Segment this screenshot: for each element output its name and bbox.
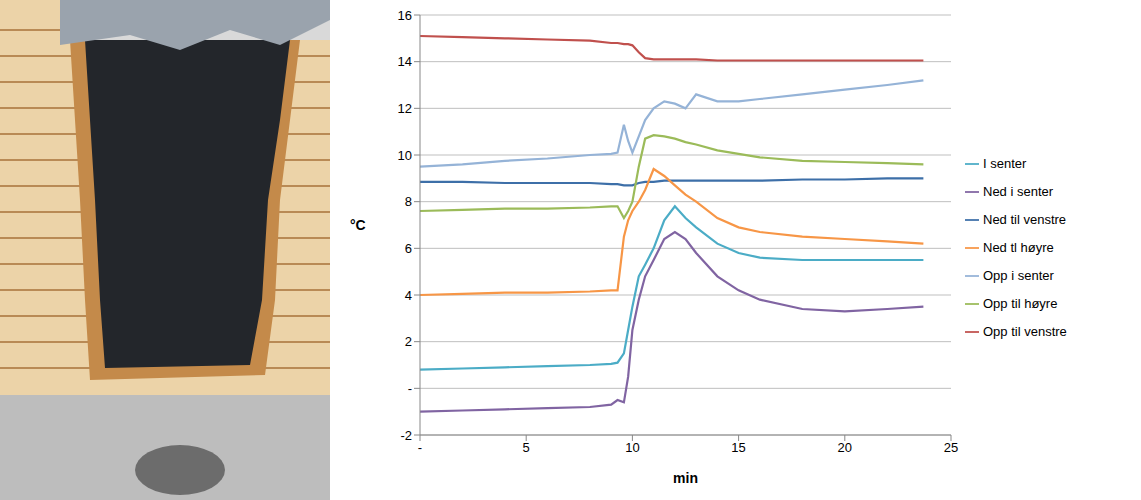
svg-text:8: 8 bbox=[405, 194, 412, 209]
html-text:Ned tl høyre: Ned tl høyre bbox=[983, 239, 1054, 255]
svg-text:20: 20 bbox=[838, 440, 852, 455]
svg-text:5: 5 bbox=[523, 440, 530, 455]
svg-text:-: - bbox=[418, 440, 422, 455]
svg-text:6: 6 bbox=[405, 241, 412, 256]
svg-text:4: 4 bbox=[405, 288, 412, 303]
svg-text:14: 14 bbox=[398, 54, 412, 69]
svg-text:-2: -2 bbox=[400, 428, 412, 443]
html-text:Opp til høyre: Opp til høyre bbox=[983, 295, 1058, 311]
html-text:Opp til venstre: Opp til venstre bbox=[983, 323, 1067, 339]
html-text:Opp i senter: Opp i senter bbox=[983, 267, 1054, 283]
svg-text:min: min bbox=[673, 470, 698, 486]
svg-text:12: 12 bbox=[398, 101, 412, 116]
html-text:Ned til venstre: Ned til venstre bbox=[983, 211, 1067, 227]
html-text:I senter: I senter bbox=[983, 155, 1027, 171]
svg-text:2: 2 bbox=[405, 334, 412, 349]
svg-text:10: 10 bbox=[625, 440, 639, 455]
svg-text:15: 15 bbox=[731, 440, 745, 455]
svg-text:°C: °C bbox=[350, 217, 366, 233]
html-text:Ned i senter: Ned i senter bbox=[983, 183, 1054, 199]
svg-text:10: 10 bbox=[398, 148, 412, 163]
svg-text:25: 25 bbox=[944, 440, 958, 455]
svg-text:16: 16 bbox=[398, 8, 412, 23]
svg-text:-: - bbox=[408, 381, 412, 396]
